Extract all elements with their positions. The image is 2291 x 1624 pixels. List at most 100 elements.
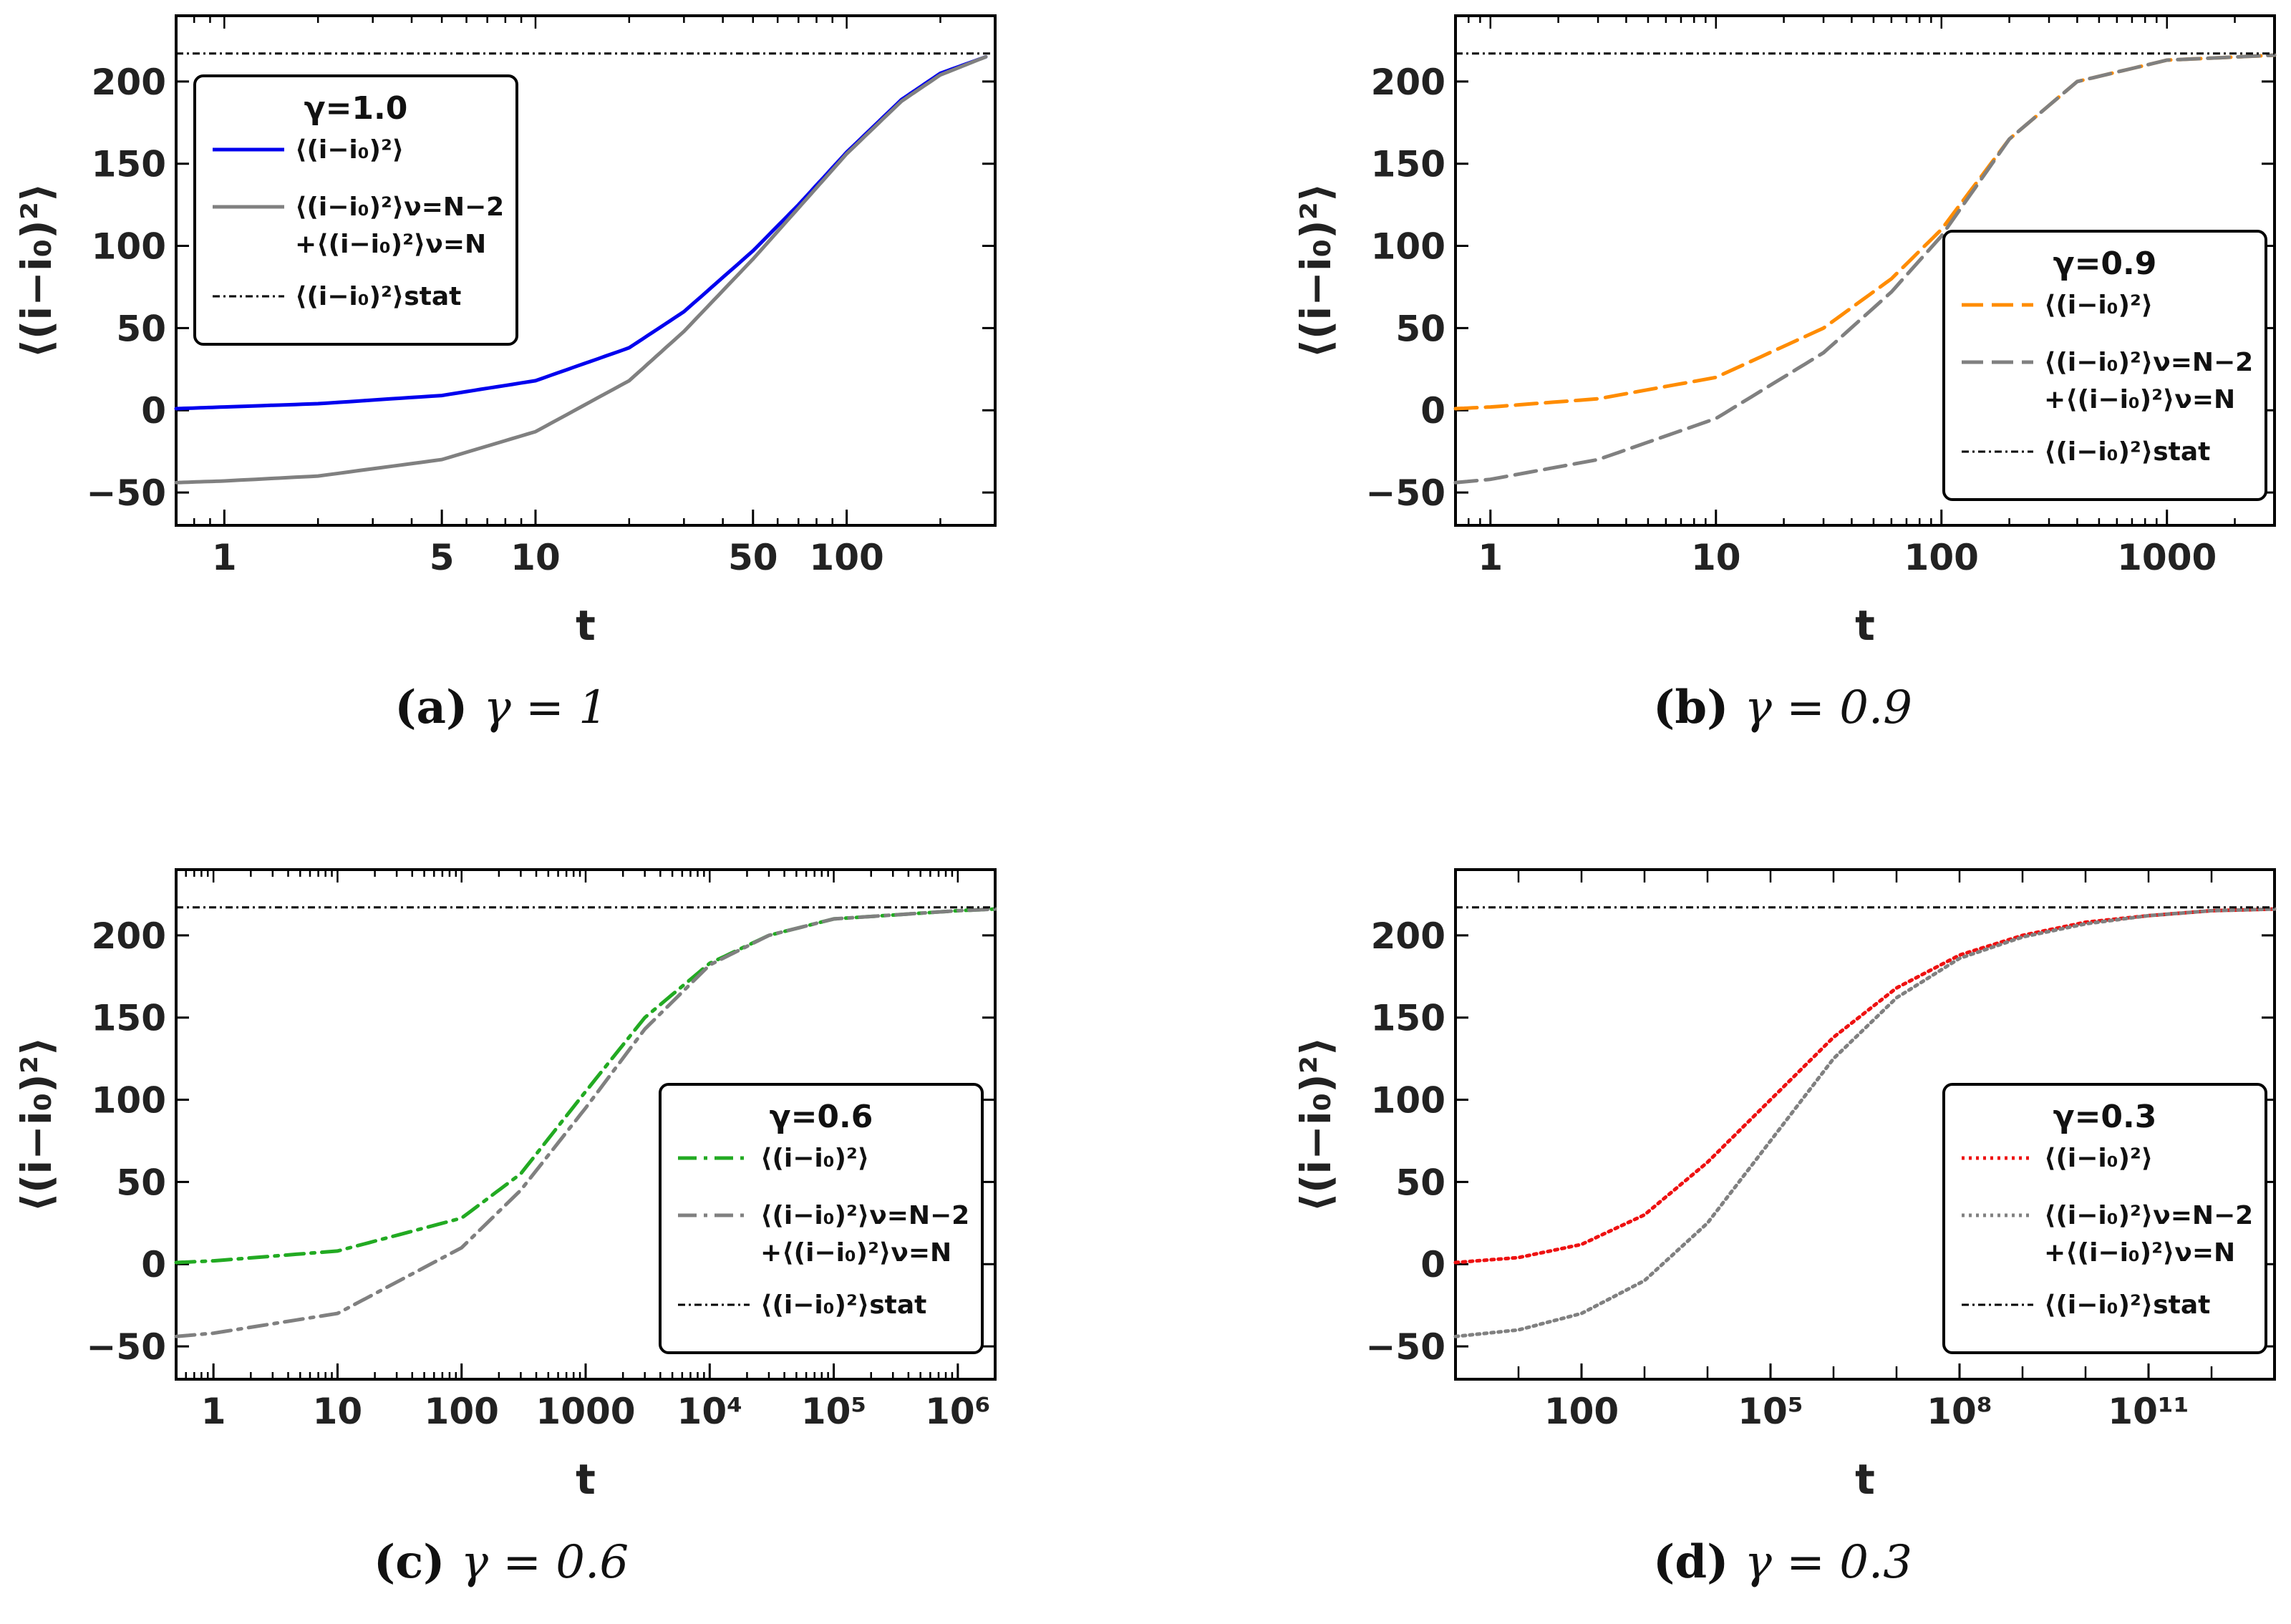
y-tick-label: 0 — [1420, 390, 1445, 432]
legend-entry-1-line2: +⟨(i−i₀)²⟩ν=N — [2044, 385, 2235, 414]
legend: γ=0.3 ⟨(i−i₀)²⟩ ⟨(i−i₀)²⟩ν=N−2 +⟨(i−i₀)²⟩ν=… — [1942, 1083, 2267, 1354]
legend-entry-0: ⟨(i−i₀)²⟩ — [760, 1144, 869, 1173]
x-tick-label: 1000 — [536, 1391, 635, 1432]
x-tick-label: 1 — [201, 1391, 226, 1432]
legend-title: γ=1.0 — [304, 90, 408, 127]
x-tick-label: 10 — [510, 537, 561, 578]
legend-title: γ=0.9 — [2053, 245, 2157, 282]
y-tick-label: 150 — [92, 144, 166, 185]
x-tick-label: 10 — [313, 1391, 363, 1432]
y-tick-label: 50 — [1395, 308, 1445, 349]
y-tick-label: 0 — [1420, 1244, 1445, 1285]
series-line-1 — [174, 907, 997, 1338]
y-tick-label: 150 — [1371, 998, 1445, 1039]
y-axis-label: ⟨(i−i₀)²⟩ — [1292, 1036, 1340, 1212]
legend-box — [193, 74, 518, 346]
x-tick-label: 50 — [728, 537, 778, 578]
y-tick-label: 100 — [1371, 226, 1445, 268]
y-tick-label: 200 — [1371, 62, 1445, 103]
x-axis-label: t — [576, 601, 596, 650]
legend-entry-2: ⟨(i−i₀)²⟩stat — [2044, 437, 2210, 467]
y-tick-label: 0 — [141, 390, 166, 432]
y-tick-label: −50 — [1366, 1326, 1445, 1368]
x-tick-label: 1000 — [2117, 537, 2217, 578]
legend-entry-1: ⟨(i−i₀)²⟩ν=N−2 — [2044, 1201, 2253, 1230]
y-tick-label: −50 — [87, 1326, 166, 1368]
x-tick-label: 10⁵ — [801, 1391, 866, 1432]
series-line-1 — [1453, 907, 2277, 1338]
series-line-1 — [1453, 53, 2277, 485]
x-tick-label: 10⁴ — [677, 1391, 742, 1432]
x-axis-label: t — [1855, 601, 1875, 650]
legend-box — [659, 1083, 984, 1354]
caption-text: γ = 1 — [484, 681, 608, 734]
legend-entry-2: ⟨(i−i₀)²⟩stat — [760, 1290, 926, 1320]
x-tick-label: 1 — [1478, 537, 1503, 578]
legend-entry-1: ⟨(i−i₀)²⟩ν=N−2 — [2044, 348, 2253, 377]
y-tick-label: 0 — [141, 1244, 166, 1285]
legend-box — [1942, 230, 2267, 501]
x-tick-label: 5 — [430, 537, 455, 578]
panel-caption: (b) γ = 0.9 — [1653, 681, 1912, 734]
y-tick-label: 100 — [92, 226, 166, 268]
x-tick-label: 100 — [1544, 1391, 1619, 1432]
x-tick-label: 10⁸ — [1927, 1391, 1992, 1432]
legend-entry-1-line2: +⟨(i−i₀)²⟩ν=N — [2044, 1238, 2235, 1268]
caption-letter: (c) — [374, 1535, 461, 1589]
y-tick-label: 100 — [1371, 1080, 1445, 1122]
x-axis-label: t — [1855, 1455, 1875, 1504]
panel-caption: (c) γ = 0.6 — [374, 1535, 629, 1589]
y-tick-label: 50 — [116, 1162, 166, 1203]
legend-entry-0: ⟨(i−i₀)²⟩ — [295, 135, 404, 165]
y-tick-label: 200 — [92, 62, 166, 103]
x-tick-label: 100 — [1904, 537, 1979, 578]
x-tick-label: 1 — [212, 537, 237, 578]
y-tick-label: −50 — [1366, 472, 1445, 514]
legend-entry-2: ⟨(i−i₀)²⟩stat — [295, 282, 461, 311]
caption-letter: (a) — [394, 681, 483, 734]
x-tick-label: 100 — [809, 537, 883, 578]
y-axis-label: ⟨(i−i₀)²⟩ — [12, 1036, 61, 1212]
legend-box — [1942, 1083, 2267, 1354]
x-tick-label: 10⁶ — [925, 1391, 990, 1432]
x-axis-label: t — [576, 1455, 596, 1504]
panel-2: −50 0 50 100 150 200 1 10 100 1000 10⁴ 10⁵ 10⁶ t ⟨(i−i… — [12, 868, 997, 1589]
legend-entry-0: ⟨(i−i₀)²⟩ — [2044, 291, 2153, 320]
legend: γ=1.0 ⟨(i−i₀)²⟩ ⟨(i−i₀)²⟩ν=N−2 +⟨(i−i₀)²⟩ν=… — [193, 74, 518, 346]
legend-entry-2: ⟨(i−i₀)²⟩stat — [2044, 1290, 2210, 1320]
y-tick-label: 200 — [1371, 915, 1445, 957]
legend: γ=0.6 ⟨(i−i₀)²⟩ ⟨(i−i₀)²⟩ν=N−2 +⟨(i−i₀)²⟩ν=… — [659, 1083, 984, 1354]
legend-entry-0: ⟨(i−i₀)²⟩ — [2044, 1144, 2153, 1173]
panel-caption: (a) γ = 1 — [394, 681, 608, 734]
legend-entry-1: ⟨(i−i₀)²⟩ν=N−2 — [295, 193, 504, 222]
y-axis-label: ⟨(i−i₀)²⟩ — [1292, 183, 1340, 358]
caption-text: γ = 0.6 — [461, 1536, 629, 1589]
x-tick-label: 10¹¹ — [2108, 1391, 2189, 1432]
legend-entry-1: ⟨(i−i₀)²⟩ν=N−2 — [760, 1201, 969, 1230]
legend: γ=0.9 ⟨(i−i₀)²⟩ ⟨(i−i₀)²⟩ν=N−2 +⟨(i−i₀)²⟩ν=… — [1942, 230, 2267, 501]
y-tick-label: 50 — [116, 308, 166, 349]
y-tick-label: 150 — [1371, 144, 1445, 185]
series-line-1 — [174, 54, 988, 485]
caption-letter: (d) — [1653, 1535, 1745, 1589]
x-tick-label: 100 — [425, 1391, 499, 1432]
series-line-0 — [174, 907, 997, 1265]
legend-title: γ=0.6 — [770, 1099, 873, 1135]
x-tick-label: 10⁵ — [1738, 1391, 1803, 1432]
caption-text: γ = 0.9 — [1745, 681, 1912, 734]
caption-text: γ = 0.3 — [1745, 1536, 1912, 1589]
x-tick-label: 10 — [1691, 537, 1741, 578]
legend-entry-1-line2: +⟨(i−i₀)²⟩ν=N — [295, 230, 486, 259]
panel-caption: (d) γ = 0.3 — [1653, 1535, 1912, 1589]
y-tick-label: 50 — [1395, 1162, 1445, 1203]
panel-0: −50 0 50 100 150 200 1 5 10 50 100 t ⟨(i−i₀)²⟩ γ=1.0 ⟨… — [12, 14, 997, 734]
y-axis-label: ⟨(i−i₀)²⟩ — [12, 183, 61, 358]
legend-entry-1-line2: +⟨(i−i₀)²⟩ν=N — [760, 1238, 951, 1268]
legend-title: γ=0.3 — [2053, 1099, 2157, 1135]
y-tick-label: −50 — [87, 472, 166, 514]
caption-letter: (b) — [1653, 681, 1745, 734]
y-tick-label: 200 — [92, 915, 166, 957]
